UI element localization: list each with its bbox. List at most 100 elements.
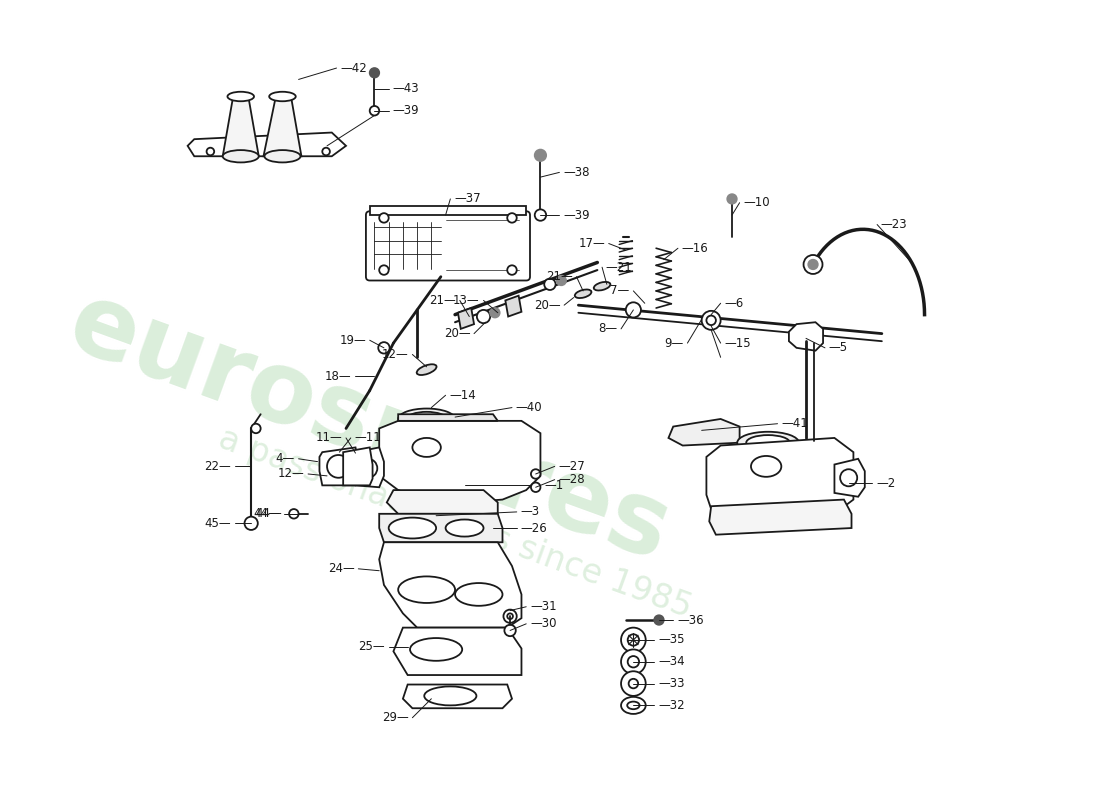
Text: —6: —6 — [725, 297, 744, 310]
Text: 45—: 45— — [205, 517, 231, 530]
Text: —28: —28 — [559, 473, 585, 486]
Text: 13—: 13— — [453, 294, 480, 307]
Polygon shape — [505, 296, 521, 317]
Polygon shape — [387, 490, 498, 514]
Ellipse shape — [455, 583, 503, 606]
Ellipse shape — [270, 92, 296, 102]
Ellipse shape — [410, 638, 462, 661]
Ellipse shape — [398, 577, 455, 603]
Circle shape — [535, 210, 546, 221]
Text: 21—: 21— — [429, 294, 456, 307]
Circle shape — [544, 278, 556, 290]
Circle shape — [531, 470, 540, 478]
Polygon shape — [351, 447, 384, 487]
Circle shape — [702, 311, 721, 330]
Text: 22—: 22— — [205, 460, 231, 473]
Circle shape — [477, 310, 491, 323]
Text: —35: —35 — [658, 634, 684, 646]
Text: —16: —16 — [682, 242, 708, 254]
Circle shape — [531, 482, 540, 492]
Text: —27: —27 — [559, 460, 585, 473]
Circle shape — [621, 628, 646, 652]
Circle shape — [706, 315, 716, 325]
Text: —1: —1 — [544, 479, 563, 492]
Text: —41: —41 — [781, 418, 808, 430]
Ellipse shape — [264, 150, 300, 162]
Polygon shape — [706, 438, 854, 525]
Text: —5: —5 — [828, 342, 848, 354]
Polygon shape — [343, 447, 373, 486]
Ellipse shape — [425, 686, 476, 706]
Polygon shape — [398, 414, 498, 421]
Text: 25—: 25— — [359, 640, 385, 653]
Text: —2: —2 — [877, 477, 895, 490]
Polygon shape — [789, 322, 823, 350]
Text: 12—: 12— — [277, 467, 305, 481]
Ellipse shape — [446, 420, 493, 437]
Text: 4—: 4— — [275, 452, 295, 466]
Text: —21: —21 — [606, 261, 632, 274]
Text: —39: —39 — [393, 104, 419, 118]
Circle shape — [370, 106, 379, 115]
Ellipse shape — [621, 697, 646, 714]
Polygon shape — [394, 628, 521, 675]
Circle shape — [505, 625, 516, 636]
Circle shape — [654, 615, 663, 625]
Circle shape — [364, 465, 372, 472]
Circle shape — [207, 148, 215, 155]
Polygon shape — [370, 206, 526, 215]
Text: 17—: 17— — [579, 237, 605, 250]
Text: 29—: 29— — [382, 711, 408, 724]
Circle shape — [727, 194, 737, 204]
Ellipse shape — [407, 412, 447, 426]
Polygon shape — [835, 459, 865, 497]
Ellipse shape — [228, 92, 254, 102]
Circle shape — [628, 656, 639, 667]
Text: a passionate parts since 1985: a passionate parts since 1985 — [213, 422, 696, 625]
Text: 11—: 11— — [316, 431, 342, 445]
Circle shape — [359, 459, 377, 478]
Ellipse shape — [388, 518, 436, 538]
Circle shape — [244, 517, 257, 530]
Text: —10: —10 — [744, 196, 770, 210]
Circle shape — [621, 650, 646, 674]
Polygon shape — [669, 419, 739, 446]
Circle shape — [626, 302, 641, 318]
Circle shape — [803, 255, 823, 274]
Text: —39: —39 — [563, 209, 590, 222]
Polygon shape — [458, 308, 474, 329]
Text: —23: —23 — [881, 218, 907, 231]
Text: —31: —31 — [530, 600, 557, 614]
Text: 44—: 44— — [255, 507, 283, 520]
Circle shape — [621, 671, 646, 696]
Text: 19—: 19— — [339, 334, 366, 346]
Ellipse shape — [417, 364, 437, 375]
Text: 44—: 44— — [254, 507, 280, 520]
Circle shape — [251, 424, 261, 433]
Text: —43: —43 — [393, 82, 419, 95]
Text: eurospares: eurospares — [56, 274, 683, 582]
Ellipse shape — [222, 150, 258, 162]
Polygon shape — [188, 133, 346, 156]
Ellipse shape — [746, 435, 790, 450]
Polygon shape — [319, 447, 359, 486]
Ellipse shape — [594, 282, 610, 290]
Text: —11: —11 — [354, 431, 382, 445]
Text: —40: —40 — [516, 401, 542, 414]
Text: 7—: 7— — [610, 285, 629, 298]
Text: —15: —15 — [725, 337, 751, 350]
Circle shape — [322, 148, 330, 155]
Circle shape — [507, 266, 517, 275]
Circle shape — [628, 679, 638, 688]
Polygon shape — [379, 542, 521, 628]
Polygon shape — [403, 685, 512, 708]
Text: —38: —38 — [563, 166, 590, 179]
Ellipse shape — [446, 519, 484, 537]
Circle shape — [378, 342, 389, 354]
Ellipse shape — [575, 290, 592, 298]
Text: —26: —26 — [520, 522, 548, 534]
Circle shape — [557, 276, 566, 286]
Text: 20—: 20— — [534, 298, 560, 312]
Polygon shape — [222, 97, 258, 156]
Text: —37: —37 — [454, 193, 481, 206]
